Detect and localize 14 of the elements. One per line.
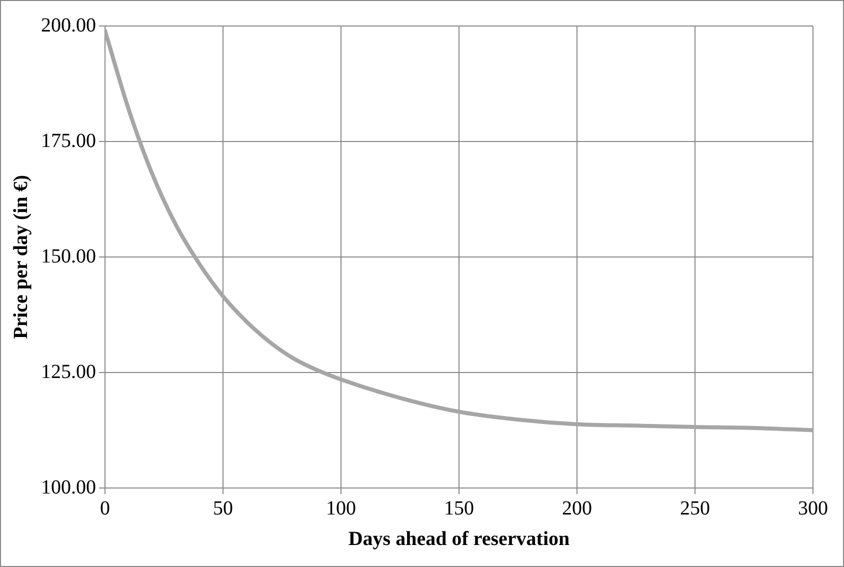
y-tick-label: 100.00	[41, 476, 96, 498]
x-tick-label: 250	[680, 497, 710, 520]
y-tick-label: 150.00	[41, 245, 96, 268]
y-tick-label: 175.00	[41, 130, 96, 152]
y-axis-title: Price per day (in €)	[10, 174, 32, 340]
x-tick-label: 0	[100, 497, 110, 520]
x-tick-label: 200	[562, 497, 592, 520]
y-tick-label: 125.00	[41, 360, 96, 383]
x-tick-label: 150	[444, 497, 474, 520]
x-tick-label: 300	[798, 497, 828, 520]
x-axis-title: Days ahead of reservation	[348, 528, 570, 550]
x-tick-label: 50	[213, 497, 233, 520]
y-tick-label: 200.00	[41, 14, 96, 36]
x-tick-label: 100	[326, 497, 356, 520]
